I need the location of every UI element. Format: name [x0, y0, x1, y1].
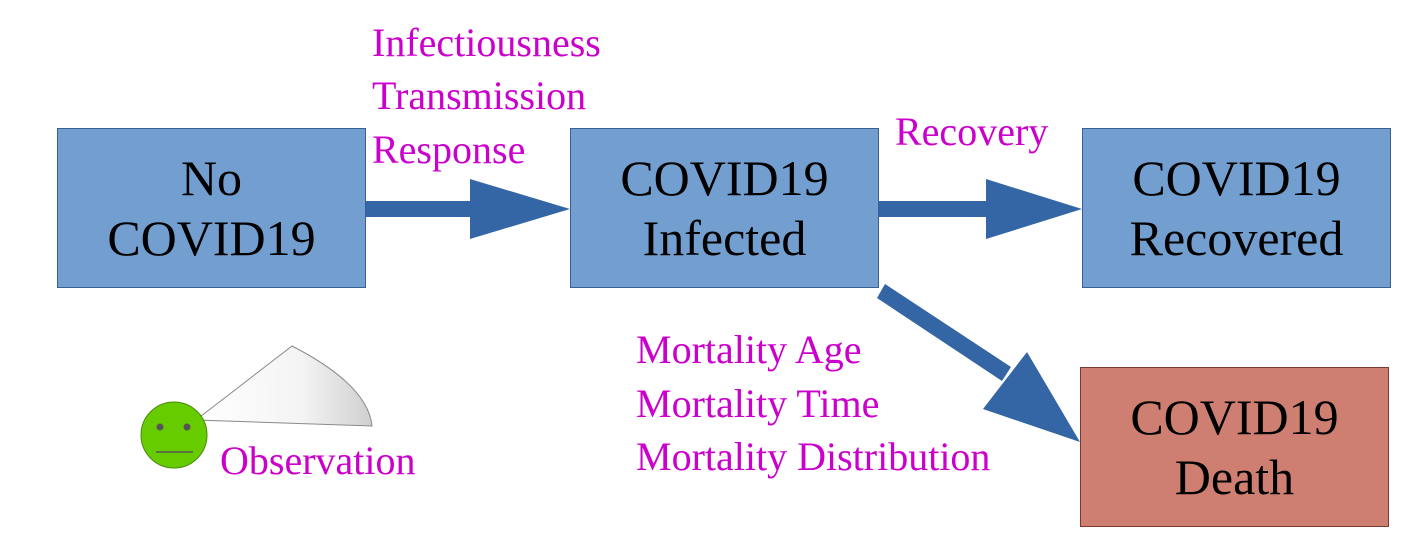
- label-response: Response: [372, 127, 526, 172]
- node-recovered-line-2: Recovered: [1129, 210, 1344, 266]
- node-no-covid: No COVID19: [57, 128, 366, 288]
- label-observation: Observation: [220, 438, 416, 483]
- node-death: COVID19 Death: [1080, 367, 1389, 527]
- node-death-line-2: Death: [1174, 449, 1295, 505]
- label-recovery: Recovery: [895, 109, 1049, 154]
- arrow-recovery: [878, 179, 1082, 239]
- smiley-face-icon: [140, 401, 208, 469]
- label-infectiousness: Infectiousness: [372, 20, 601, 65]
- arrow-mortality: [877, 284, 1080, 442]
- node-recovered-line-1: COVID19: [1132, 150, 1341, 206]
- node-infected-line-2: Infected: [642, 210, 807, 266]
- node-death-line-1: COVID19: [1130, 389, 1339, 445]
- observation-cone: [194, 345, 373, 427]
- node-no-covid-line-1: No: [180, 150, 243, 206]
- arrow-infection: [366, 179, 570, 239]
- label-mortality-time: Mortality Time: [636, 381, 880, 426]
- node-infected: COVID19 Infected: [570, 128, 879, 288]
- node-recovered: COVID19 Recovered: [1082, 128, 1391, 288]
- label-mortality-distribution: Mortality Distribution: [636, 434, 991, 479]
- node-no-covid-line-2: COVID19: [107, 210, 316, 266]
- label-mortality-age: Mortality Age: [636, 327, 862, 372]
- label-transmission: Transmission: [372, 73, 587, 118]
- node-infected-line-1: COVID19: [620, 150, 829, 206]
